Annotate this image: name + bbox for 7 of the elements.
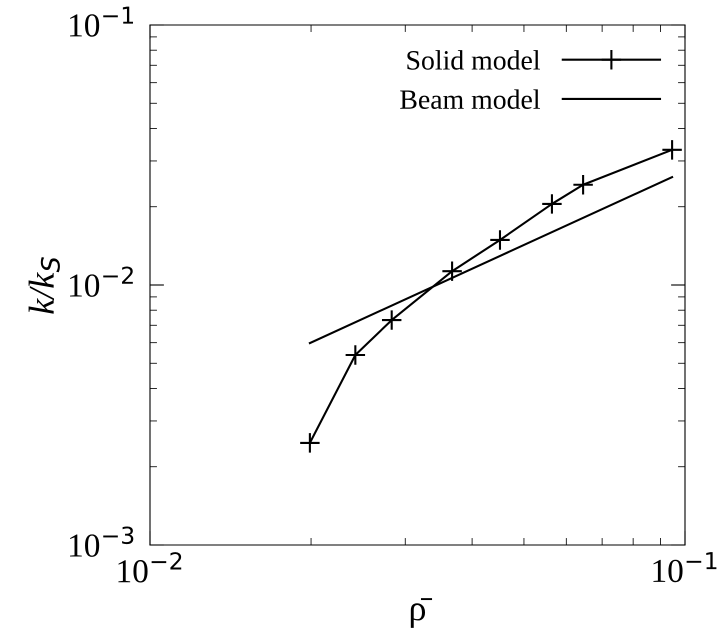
x-axis-title: ρ̄ (410, 598, 432, 628)
legend-label: Solid model (407, 50, 540, 70)
y-tick-label: 10$^{−2}$ (70, 266, 133, 297)
y-tick-label: 10$^{−3}$ (70, 526, 134, 557)
y-tick-label: 10$^{−1}$ (70, 6, 134, 37)
legend-label: Beam model (400, 89, 540, 109)
y-axis-title: k/k$_{S}$ (28, 257, 60, 314)
